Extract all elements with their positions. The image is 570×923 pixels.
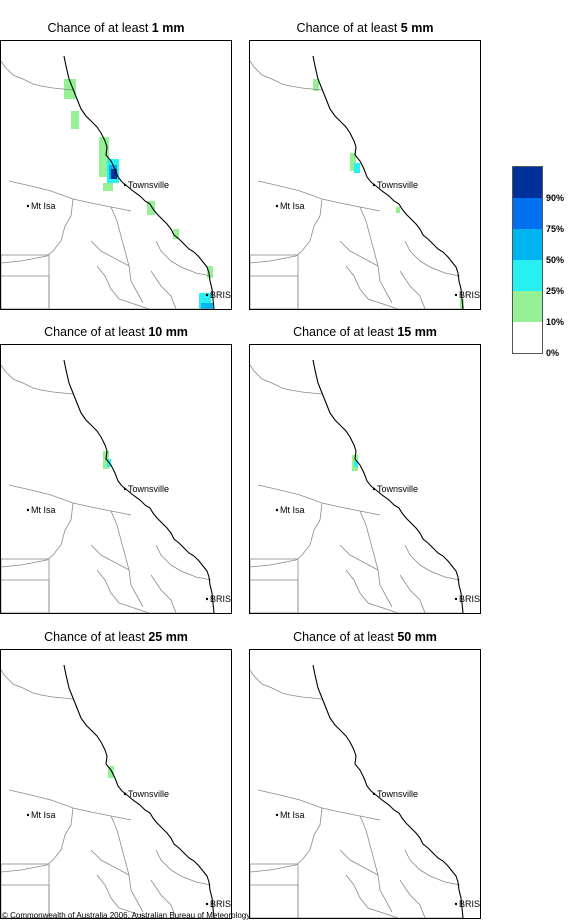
rainfall-probability-patch xyxy=(64,79,76,99)
legend-swatch-75 xyxy=(513,198,542,229)
legend-color-bar xyxy=(512,166,543,354)
map-5mm: Townsville Mt Isa BRIS xyxy=(249,40,481,310)
coastline xyxy=(312,664,464,918)
queensland-map: Townsville Mt Isa BRIS xyxy=(1,664,231,918)
place-label-townsville: Townsville xyxy=(377,180,418,190)
rainfall-probability-patch xyxy=(354,163,360,173)
legend-label-25: 25% xyxy=(546,286,565,296)
map-50mm: Townsville Mt Isa BRIS xyxy=(249,649,481,919)
panel-title: Chance of at least 50 mm xyxy=(293,630,437,644)
copyright-notice: © Commonwealth of Australia 2006, Austra… xyxy=(2,911,251,920)
map-10mm: Townsville Mt Isa BRIS xyxy=(0,344,232,614)
legend-label-90: 90% xyxy=(546,193,565,203)
place-label-mt-isa: Mt Isa xyxy=(31,201,56,211)
queensland-map: Townsville Mt Isa BRIS xyxy=(1,359,231,613)
rainfall-probability-patch xyxy=(201,303,213,309)
legend-swatch-25 xyxy=(513,260,542,291)
rainfall-probability-patch xyxy=(103,183,113,191)
rainfall-probability-patch xyxy=(111,169,117,179)
place-label-brisbane: BRIS xyxy=(459,290,480,300)
place-label-mt-isa: Mt Isa xyxy=(280,810,305,820)
panel-title: Chance of at least 10 mm xyxy=(44,325,188,339)
rainfall-probability-patch xyxy=(108,766,114,778)
panel-title: Chance of at least 1 mm xyxy=(47,21,185,35)
rainfall-probability-patch xyxy=(313,79,319,91)
place-label-townsville: Townsville xyxy=(128,180,169,190)
place-label-mt-isa: Mt Isa xyxy=(280,505,305,515)
rainfall-probability-patch xyxy=(147,201,155,215)
panel-title: Chance of at least 25 mm xyxy=(44,630,188,644)
coastline xyxy=(63,664,215,918)
panel-title: Chance of at least 5 mm xyxy=(296,21,434,35)
queensland-map: Townsville Mt Isa BRIS xyxy=(250,55,480,309)
queensland-map: Townsville Mt Isa BRIS xyxy=(250,664,480,918)
probability-legend: 90% 75% 50% 25% 10% 0% xyxy=(512,166,570,358)
rainfall-probability-patch xyxy=(207,266,213,278)
place-label-brisbane: BRIS xyxy=(210,899,231,909)
coastline xyxy=(63,55,215,309)
place-label-brisbane: BRIS xyxy=(210,290,231,300)
place-label-mt-isa: Mt Isa xyxy=(31,505,56,515)
map-1mm: Townsville Mt Isa BRIS xyxy=(0,40,232,310)
rainfall-probability-patch xyxy=(396,207,400,213)
map-15mm: Townsville Mt Isa BRIS xyxy=(249,344,481,614)
place-label-brisbane: BRIS xyxy=(210,594,231,604)
place-label-townsville: Townsville xyxy=(377,484,418,494)
rainfall-probability-patch xyxy=(99,137,109,177)
place-label-mt-isa: Mt Isa xyxy=(280,201,305,211)
legend-label-10: 10% xyxy=(546,317,565,327)
panel-title: Chance of at least 15 mm xyxy=(293,325,437,339)
queensland-map: Townsville Mt Isa BRIS xyxy=(250,359,480,613)
place-label-brisbane: BRIS xyxy=(459,594,480,604)
place-label-townsville: Townsville xyxy=(377,789,418,799)
place-label-townsville: Townsville xyxy=(128,789,169,799)
rainfall-probability-patch xyxy=(103,451,109,469)
coastline xyxy=(312,359,464,613)
legend-label-0: 0% xyxy=(546,348,560,358)
place-label-mt-isa: Mt Isa xyxy=(31,810,56,820)
place-label-brisbane: BRIS xyxy=(459,899,480,909)
legend-swatch-10 xyxy=(513,291,542,322)
legend-swatch-0 xyxy=(513,322,542,353)
queensland-map: Townsville Mt Isa BRIS xyxy=(1,55,231,309)
map-25mm: Townsville Mt Isa BRIS xyxy=(0,649,232,919)
rainfall-probability-patch xyxy=(173,229,179,239)
legend-swatch-90 xyxy=(513,167,542,198)
legend-swatch-50 xyxy=(513,229,542,260)
place-label-townsville: Townsville xyxy=(128,484,169,494)
legend-label-50: 50% xyxy=(546,255,565,265)
coastline xyxy=(312,55,464,309)
legend-label-75: 75% xyxy=(546,224,565,234)
coastline xyxy=(63,359,215,613)
rainfall-probability-patch xyxy=(354,461,358,467)
rainfall-probability-patch xyxy=(350,153,356,171)
rainfall-probability-patch xyxy=(71,111,79,129)
